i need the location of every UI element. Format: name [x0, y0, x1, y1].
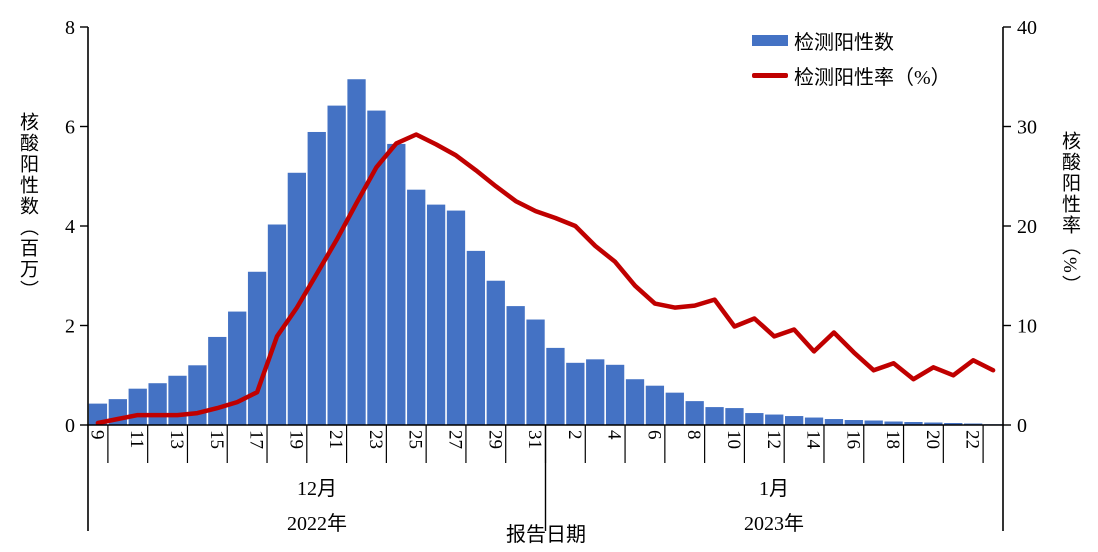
bar	[645, 385, 665, 425]
x-axis-date-label: 29	[484, 430, 505, 449]
bar	[128, 388, 147, 425]
left-axis-tick-label: 2	[65, 315, 75, 337]
bar	[944, 423, 963, 425]
bar	[287, 172, 306, 425]
x-axis-date-label: 23	[365, 430, 386, 449]
x-axis-date-label: 2	[564, 430, 585, 440]
bar	[208, 336, 227, 425]
x-axis-date-label: 6	[643, 430, 664, 440]
bar	[765, 414, 784, 425]
bar	[844, 420, 863, 425]
left-axis-tick-label: 0	[65, 415, 75, 437]
bar	[725, 408, 744, 425]
bar	[546, 347, 565, 425]
x-axis-date-label: 17	[246, 430, 267, 449]
bar	[168, 375, 187, 425]
legend-label-positive-rate: 检测阳性率（%）	[794, 66, 951, 89]
bar	[924, 422, 943, 425]
right-axis-tick-label: 30	[1017, 116, 1037, 138]
x-axis-date-label: 8	[683, 430, 704, 440]
bar-series-swatch-icon	[752, 34, 788, 46]
month-label-january: 1月	[759, 478, 789, 500]
right-axis-tick-label: 20	[1017, 216, 1037, 238]
left-axis-tick-label: 6	[65, 116, 75, 138]
bar	[307, 131, 326, 425]
legend: 检测阳性数 检测阳性率（%）	[752, 27, 951, 89]
bar	[804, 417, 824, 425]
x-axis-date-label: 12	[763, 430, 784, 449]
right-axis-tick-label: 0	[1017, 415, 1027, 437]
bar	[188, 365, 207, 425]
bar	[426, 204, 446, 425]
bar	[785, 416, 804, 425]
bar	[665, 392, 684, 425]
x-axis-date-label: 4	[604, 430, 625, 440]
bar	[745, 413, 764, 425]
bar	[605, 364, 625, 425]
bar	[247, 271, 267, 425]
left-axis-tick-label: 4	[65, 216, 75, 238]
x-axis-title: 报告日期	[506, 524, 586, 546]
bar	[446, 210, 466, 425]
x-axis-date-label: 25	[405, 430, 426, 449]
x-axis-date-label: 16	[842, 430, 863, 449]
left-axis-tick-label: 8	[65, 17, 75, 39]
bar	[387, 143, 406, 425]
bar	[625, 379, 645, 425]
x-axis-date-label: 31	[524, 430, 545, 449]
bar	[864, 420, 883, 425]
x-axis-date-label: 14	[803, 430, 824, 450]
bar	[884, 421, 903, 425]
year-label-2023: 2023年	[744, 513, 804, 535]
bar	[367, 110, 386, 425]
bar	[526, 319, 545, 425]
bar	[586, 359, 605, 425]
line-series-swatch-icon	[752, 72, 788, 78]
bar	[566, 362, 585, 425]
right-axis-tick-label: 10	[1017, 315, 1037, 337]
bar	[705, 407, 724, 425]
bar	[824, 419, 844, 425]
bar	[148, 383, 167, 425]
bar	[904, 422, 923, 425]
bar	[347, 79, 366, 426]
bar	[88, 403, 108, 425]
x-axis-date-label: 21	[325, 430, 346, 449]
rate-line	[95, 132, 996, 426]
bar	[466, 250, 486, 426]
right-axis-title: 核酸阳性率（%）	[1059, 131, 1080, 296]
left-axis-title: 核酸阳性数（百万）	[17, 112, 38, 301]
bar	[407, 189, 426, 425]
bar	[267, 224, 287, 425]
year-label-2022: 2022年	[287, 513, 347, 535]
legend-item-positive-rate: 检测阳性率（%）	[752, 62, 951, 89]
bar	[327, 105, 346, 426]
month-label-december: 12月	[297, 478, 337, 500]
x-axis-date-label: 27	[445, 430, 466, 449]
bar	[685, 401, 704, 425]
x-axis-date-label: 19	[285, 430, 306, 449]
bar	[486, 280, 505, 425]
x-axis-date-label: 18	[882, 430, 903, 449]
x-axis-date-label: 15	[206, 430, 227, 449]
legend-label-positive-count: 检测阳性数	[794, 31, 894, 54]
x-axis-date-label: 9	[86, 430, 107, 440]
right-axis-tick-label: 40	[1017, 17, 1037, 39]
x-axis-date-label: 10	[723, 430, 744, 449]
bar	[228, 311, 247, 425]
x-axis-date-label: 20	[922, 430, 943, 449]
x-axis-date-label: 11	[126, 430, 147, 448]
x-axis-date-label: 22	[962, 430, 983, 449]
legend-item-positive-count: 检测阳性数	[752, 27, 951, 54]
bar	[506, 306, 525, 425]
x-axis-date-label: 13	[166, 430, 187, 449]
